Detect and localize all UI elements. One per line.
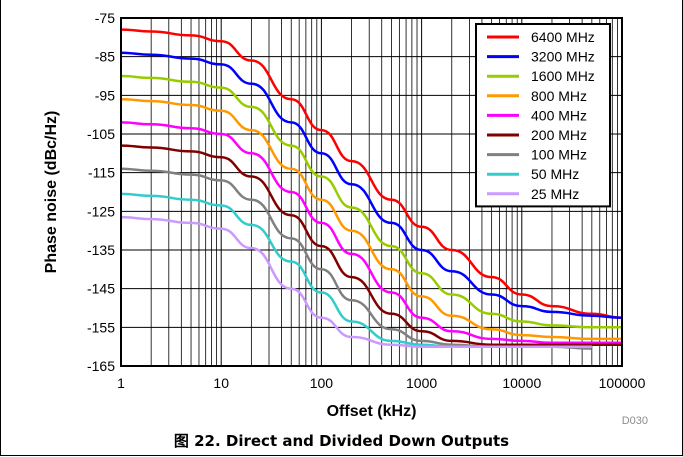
y-tick-label: -165 — [87, 358, 115, 374]
series-line-1600-mhz — [121, 74, 622, 329]
x-tick-label: 1 — [117, 375, 125, 391]
legend-label: 400 MHz — [531, 107, 587, 123]
figure-code: D030 — [622, 415, 648, 427]
series-line-400-mhz — [121, 121, 622, 345]
series-layer — [121, 28, 622, 350]
legend: 6400 MHz 3200 MHz 1600 MHz 800 MHz 400 MHz 20… — [475, 23, 611, 208]
series-line-25-mhz — [121, 215, 592, 348]
x-tick-labels: 1 10 100 1000 10000 100000 — [117, 375, 645, 391]
y-tick-label: -95 — [95, 87, 115, 103]
y-tick-label: -135 — [87, 242, 115, 258]
series-line-50-mhz — [121, 192, 592, 348]
y-tick-label: -105 — [87, 126, 115, 142]
series-line-800-mhz — [121, 97, 622, 341]
x-tick-label: 100000 — [599, 375, 646, 391]
y-tick-label: -125 — [87, 203, 115, 219]
legend-label: 3200 MHz — [531, 49, 595, 65]
y-axis-title: Phase noise (dBc/Hz) — [43, 111, 60, 274]
y-tick-label: -85 — [95, 49, 115, 65]
y-tick-labels: -75 -85 -95 -105 -115 -125 -135 -145 -155 -165 — [87, 10, 115, 374]
series-line-6400-mhz — [121, 28, 622, 319]
y-tick-label: -145 — [87, 281, 115, 297]
x-tick-label: 1000 — [406, 375, 437, 391]
x-tick-label: 100 — [310, 375, 334, 391]
figure-caption: 图 22. Direct and Divided Down Outputs — [173, 432, 510, 450]
series-line-3200-mhz — [121, 51, 622, 319]
y-tick-label: -115 — [88, 165, 115, 181]
series-line-200-mhz — [121, 144, 622, 346]
legend-label: 1600 MHz — [531, 68, 595, 84]
x-axis-title: Offset (kHz) — [327, 403, 417, 420]
y-tick-label: -155 — [87, 319, 115, 335]
x-tick-label: 10 — [213, 375, 229, 391]
legend-label: 100 MHz — [531, 147, 587, 163]
x-tick-label: 10000 — [502, 375, 541, 391]
legend-label: 25 MHz — [531, 186, 579, 202]
y-tick-label: -75 — [95, 10, 115, 26]
legend-label: 200 MHz — [531, 127, 587, 143]
legend-label: 6400 MHz — [531, 29, 595, 45]
plot-border — [120, 17, 623, 367]
legend-label: 800 MHz — [531, 88, 587, 104]
legend-label: 50 MHz — [531, 166, 579, 182]
